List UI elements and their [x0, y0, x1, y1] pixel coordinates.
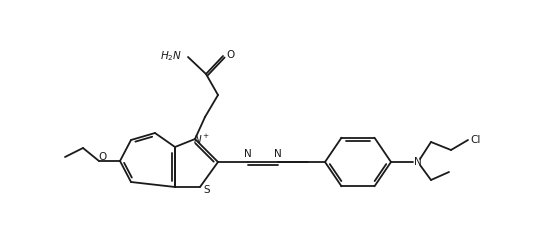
- Text: N: N: [274, 148, 282, 158]
- Text: S: S: [203, 184, 210, 194]
- Text: O: O: [227, 50, 235, 60]
- Text: N: N: [244, 148, 252, 158]
- Text: O: O: [98, 151, 106, 161]
- Text: $H_2N$: $H_2N$: [160, 49, 182, 63]
- Text: N: N: [414, 156, 422, 166]
- Text: $N^+$: $N^+$: [193, 132, 211, 145]
- Text: Cl: Cl: [471, 134, 481, 144]
